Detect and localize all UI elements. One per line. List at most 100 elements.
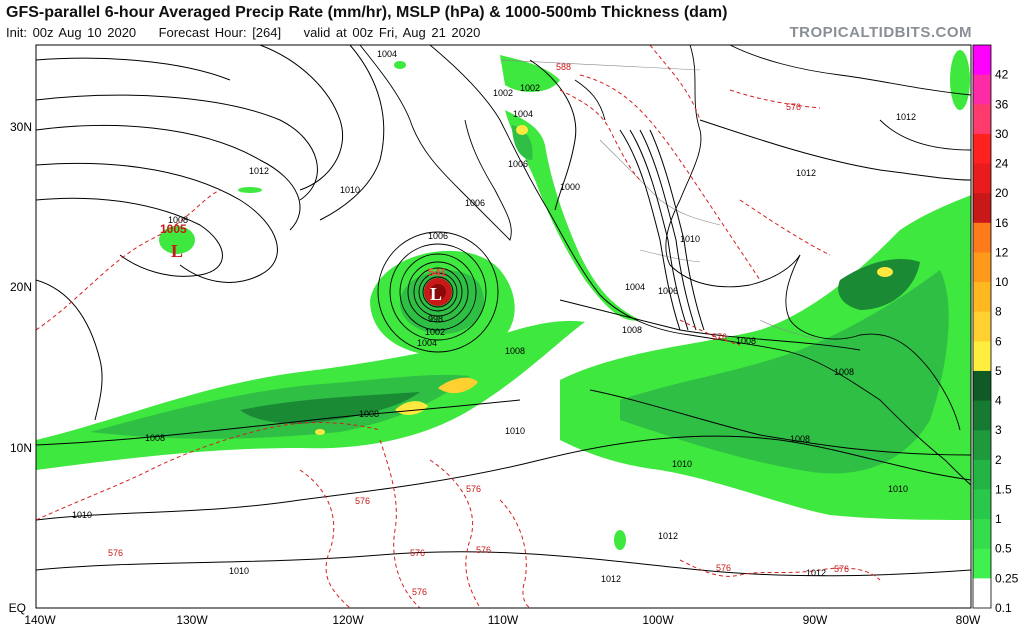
colorbar-swatch [973,519,991,550]
colorbar-tick-label: 12 [995,245,1009,259]
colorbar-tick-label: 10 [995,275,1009,289]
pressure-label: 1008 [790,434,810,444]
thickness-label: 588 [556,62,571,72]
colorbar-tick-label: 36 [995,97,1009,111]
pressure-label: 1002 [493,88,513,98]
colorbar-tick-label: 0.1 [995,601,1012,615]
colorbar-swatch [973,104,991,135]
colorbar-swatch [973,45,991,76]
colorbar-tick-label: 0.5 [995,542,1012,556]
colorbar-frame [972,44,992,609]
pressure-label: 1012 [796,168,816,178]
borders [499,59,821,341]
pressure-label: 1000 [560,182,580,192]
colorbar-tick-label: 24 [995,157,1009,171]
colorbar-swatch [973,222,991,253]
chart-subtitle: Init: 00z Aug 10 2020 Forecast Hour: [26… [6,25,480,40]
lat-label: 30N [10,120,32,134]
latitude-labels: 30N 20N 10N EQ [9,120,32,615]
thickness-label: 576 [108,548,123,558]
lon-label: 130W [176,613,208,627]
lat-label: EQ [9,601,26,615]
pressure-label: 1010 [680,234,700,244]
lon-label: 80W [956,613,981,627]
thickness-label: 576 [712,332,727,342]
plot-frame [35,44,972,609]
pressure-label: 1010 [505,426,525,436]
colorbar-swatch [973,252,991,283]
pressure-label: 1008 [622,325,642,335]
colorbar-swatch [973,163,991,194]
colorbar-tick-label: 3 [995,423,1002,437]
colorbar-swatch [973,578,991,609]
pressure-label: 1004 [513,109,533,119]
lon-label: 140W [24,613,56,627]
pressure-label: 1004 [625,282,645,292]
pressure-label: 1006 [465,198,485,208]
pressure-label: 1008 [736,336,756,346]
pressure-label: 1010 [672,459,692,469]
lon-label: 110W [488,613,519,627]
thickness-label: 576 [355,496,370,506]
colorbar-tick-label: 2 [995,453,1002,467]
thickness-label: 576 [476,545,491,555]
colorbar-tick-label: 16 [995,216,1009,230]
pressure-label: 1012 [806,568,826,578]
colorbar-tick-label: 20 [995,186,1009,200]
thickness-labels: 588 576 576 576 576 576 576 576 576 576 … [108,62,849,597]
longitude-labels: 140W 130W 120W 110W 100W 90W 80W [24,613,981,627]
pressure-label: 1006 [428,231,448,241]
low-pressure-marker: L [171,241,183,261]
colorbar-tick-label: 4 [995,394,1002,408]
colorbar-swatch [973,133,991,165]
colorbar-tick-label: 6 [995,334,1002,348]
colorbar-swatch [973,311,991,342]
colorbar-tick-label: 30 [995,127,1009,141]
lon-label: 100W [642,613,674,627]
pressure-label: 1006 [658,286,678,296]
pressure-label: 1006 [508,159,528,169]
pressure-label: 1010 [72,510,92,520]
colorbar-swatch [973,430,991,461]
colorbar-swatch [973,459,991,490]
thickness-label: 576 [466,484,481,494]
init-time: Init: 00z Aug 10 2020 [6,25,137,40]
pressure-label: 1002 [520,83,540,93]
lat-label: 10N [10,441,32,455]
source-watermark: TROPICALTIDBITS.COM [789,24,972,41]
pressure-label: 1010 [229,566,249,576]
colorbar-swatch [973,282,991,313]
colorbar-tick-label: 8 [995,305,1002,319]
lon-label: 90W [803,613,828,627]
colorbar-swatch [973,193,991,224]
hurricane-low-marker: L [430,284,442,304]
pressure-label: 1008 [145,433,165,443]
lon-label: 120W [332,613,364,627]
isobars [36,45,971,577]
colorbar-tick-label: 0.25 [995,571,1019,585]
coastlines [359,45,971,486]
precip-field [36,50,971,550]
pressure-label: 1008 [359,409,379,419]
colorbar-tick-label: 1.5 [995,482,1012,496]
colorbar-tick-label: 42 [995,68,1009,82]
colorbar-swatch [973,341,991,372]
colorbar-swatch [973,74,991,105]
pressure-label: 1010 [888,484,908,494]
pressure-label: 1012 [896,112,916,122]
thickness-label: 576 [716,563,731,573]
pressure-labels: 1004 1002 1002 1004 1006 1006 1000 1012 … [72,49,916,584]
pressure-label: 1012 [601,574,621,584]
thickness-max-label: 541 [428,267,446,279]
pressure-label: 1010 [340,185,360,195]
pressure-label: 1008 [834,367,854,377]
pressure-label: 1008 [168,215,188,225]
pressure-label: 1002 [425,327,445,337]
pressure-label: 998 [428,314,443,324]
precip-colorbar: 42 36 30 24 20 16 12 10 8 6 5 4 3 2 1.5 1 0.5 0.25 0.1 [972,44,1019,615]
colorbar-swatch [973,370,991,402]
forecast-hour: Forecast Hour: [264] [158,25,282,40]
thickness-label: 576 [786,102,801,112]
low-pressure-value: 1005 [160,222,187,236]
